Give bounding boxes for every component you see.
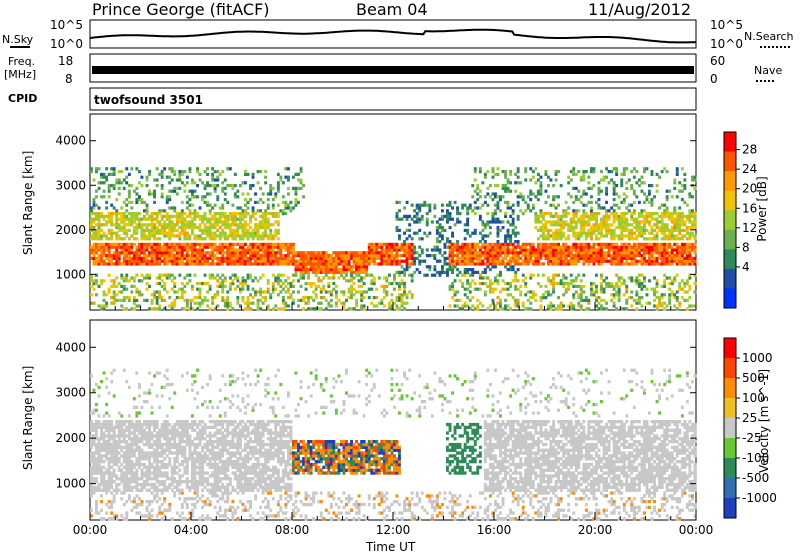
colorbar-tick-label: -1000	[742, 491, 777, 505]
frequency-trace	[92, 66, 694, 74]
colorbar-tick-label: 500	[742, 371, 765, 385]
colorbar-tick-label: 8	[742, 240, 750, 254]
colorbar-tick-label: 24	[742, 162, 757, 176]
colorbar-swatch	[724, 190, 736, 211]
cpid-panel-frame	[89, 87, 697, 111]
colorbar-swatch	[724, 338, 736, 359]
nave-label: Nave	[754, 64, 783, 77]
station-title: Prince George (fitACF)	[92, 0, 270, 19]
velocity-heatmap-cells	[90, 368, 697, 521]
nsky-panel-frame	[89, 19, 697, 49]
freq-ticks-bottom: 8	[65, 72, 73, 86]
cpid-label: CPID	[8, 92, 38, 105]
freq-ticks-top: 18	[58, 54, 74, 68]
colorbar-tick-label: -500	[742, 471, 769, 485]
nsearch-tick-top: 10^5	[710, 18, 743, 32]
xtick-label: 20:00	[578, 523, 613, 537]
colorbar-swatch	[724, 268, 736, 289]
colorbar-swatch	[724, 132, 736, 153]
colorbar-swatch	[724, 458, 736, 479]
freq-panel-frame	[89, 53, 697, 83]
nsky-legend-line	[10, 46, 30, 48]
colorbar-frame	[723, 337, 737, 519]
xtick-label: 04:00	[174, 523, 209, 537]
nave-ticks-top: 60	[710, 54, 726, 68]
nave-ticks-bottom: 0	[710, 72, 718, 86]
colorbar-tick-label: 12	[742, 221, 757, 235]
colorbar-swatch	[724, 498, 736, 519]
colorbar-swatch	[724, 438, 736, 459]
colorbar-swatch	[724, 478, 736, 499]
colorbar-swatch	[724, 151, 736, 172]
ytick-label: 1000	[55, 477, 86, 491]
nsky-label: N.Sky	[2, 33, 34, 46]
xtick-label: 00:00	[73, 523, 108, 537]
xaxis-label: Time UT	[366, 540, 416, 554]
ytick-label: 4000	[55, 340, 86, 354]
freq-label-line1: Freq.	[8, 55, 36, 68]
colorbar-tick-label: 4	[742, 260, 750, 274]
colorbar-tick-label: 100	[742, 391, 765, 405]
colorbar-frame	[723, 131, 737, 309]
nsky-tick-top: 10^5	[50, 18, 83, 32]
colorbar-swatch	[724, 358, 736, 379]
nsky-tick-bottom: 10^0	[50, 37, 83, 51]
power-heatmap-cells	[90, 167, 697, 311]
colorbar-tick-label: 20	[742, 182, 757, 196]
nave-legend-line	[756, 80, 774, 82]
colorbar-tick-label: 28	[742, 143, 757, 157]
colorbar-swatch	[724, 398, 736, 419]
colorbar-tick-label: -100	[742, 451, 769, 465]
colorbar-swatch	[724, 418, 736, 439]
xtick-label: 00:00	[679, 523, 714, 537]
ytick-label: 3000	[55, 178, 86, 192]
colorbar-tick-label: 16	[742, 201, 757, 215]
nsearch-label: N.Search	[744, 30, 794, 43]
colorbar-swatch	[724, 249, 736, 270]
ytick-label: 1000	[55, 267, 86, 281]
colorbar-swatch	[724, 210, 736, 231]
ytick-label: 4000	[55, 134, 86, 148]
nsearch-tick-bottom: 10^0	[710, 37, 743, 51]
xtick-label: 12:00	[376, 523, 411, 537]
xtick-label: 16:00	[477, 523, 512, 537]
ytick-label: 2000	[55, 223, 86, 237]
xtick-label: 08:00	[275, 523, 310, 537]
colorbar-tick-label: 1000	[742, 351, 773, 365]
colorbar-swatch	[724, 171, 736, 192]
date-title: 11/Aug/2012	[588, 0, 692, 19]
colorbar-tick-label: -25	[742, 431, 762, 445]
colorbar-swatch	[724, 229, 736, 250]
ytick-label: 3000	[55, 386, 86, 400]
colorbar-swatch	[724, 378, 736, 399]
beam-title: Beam 04	[356, 0, 428, 19]
colorbar-swatch	[724, 288, 736, 309]
freq-label-line2: [MHz]	[4, 68, 37, 81]
colorbar-tick-label: 25	[742, 411, 757, 425]
nsearch-legend-line	[760, 46, 790, 48]
nsky-trace	[89, 28, 697, 44]
ytick-label: 2000	[55, 431, 86, 445]
cpid-value: twofsound 3501	[94, 93, 203, 107]
